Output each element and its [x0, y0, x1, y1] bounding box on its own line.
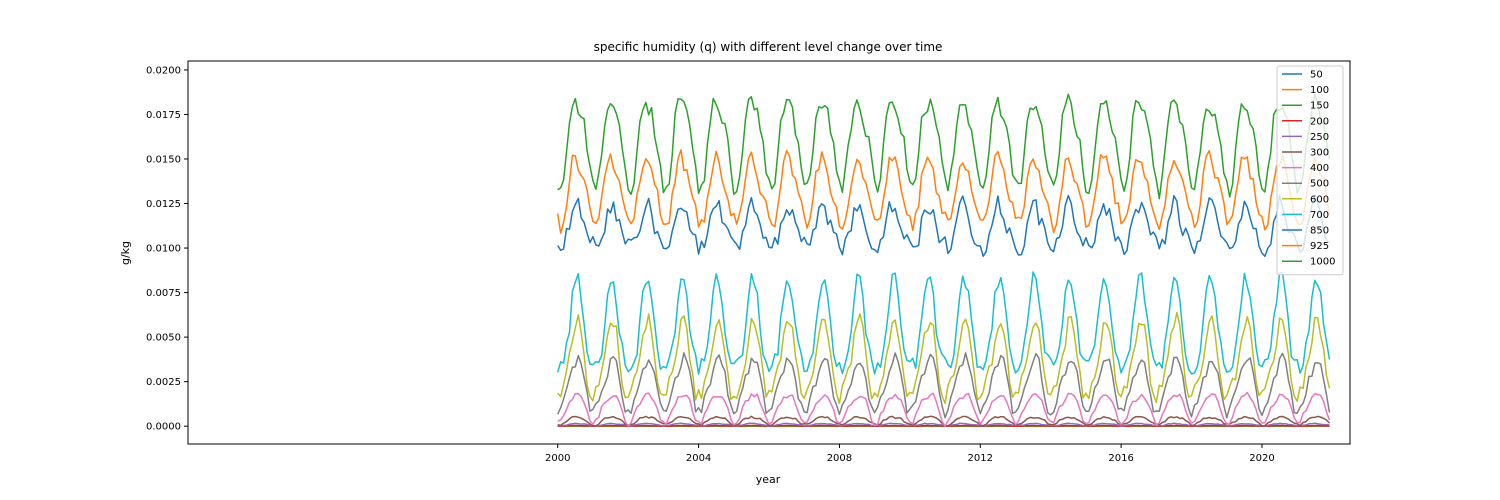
chart-title: specific humidity (q) with different lev… [594, 40, 943, 54]
legend-label: 400 [1310, 163, 1329, 174]
x-tick-label: 2012 [968, 453, 993, 464]
legend-label: 100 [1310, 85, 1329, 96]
legend-label: 500 [1310, 179, 1329, 190]
legend: 50 100 150 200 250 300 400 500 600 700 850 925 1000 [1276, 65, 1344, 276]
legend-label: 700 [1310, 210, 1329, 221]
legend-label: 150 [1310, 101, 1329, 112]
series-line-850 [557, 194, 1330, 258]
y-tick-label: 0.0175 [146, 110, 181, 121]
y-axis-label: g/kg [119, 241, 132, 265]
series-line-925 [556, 149, 1331, 234]
series-line-700 [556, 271, 1331, 375]
legend-label: 200 [1310, 116, 1329, 127]
x-tick-label: 2020 [1249, 453, 1274, 464]
x-tick-label: 2004 [686, 453, 711, 464]
x-axis-label: year [756, 473, 781, 486]
legend-label: 850 [1310, 226, 1329, 237]
y-axis: 0.0000 0.0025 0.0050 0.0075 0.0100 0.0125 0.01… [146, 65, 188, 433]
series-line-1000 [557, 93, 1331, 200]
y-tick-label: 0.0200 [146, 65, 181, 76]
x-axis: 2000 2004 2008 2012 2016 2020 [545, 444, 1275, 464]
series-line-600 [557, 311, 1331, 405]
y-tick-label: 0.0000 [146, 422, 181, 433]
y-tick-label: 0.0025 [146, 377, 181, 388]
x-tick-label: 2016 [1108, 453, 1133, 464]
x-tick-label: 2008 [827, 453, 852, 464]
x-tick-label: 2000 [545, 453, 570, 464]
y-tick-label: 0.0100 [146, 244, 181, 255]
y-tick-label: 0.0075 [146, 288, 181, 299]
legend-label: 250 [1310, 132, 1329, 143]
y-tick-label: 0.0125 [146, 199, 181, 210]
series-line-500 [557, 352, 1331, 419]
legend-label: 300 [1310, 148, 1329, 159]
plot-frame [187, 60, 1351, 445]
series-layer [556, 93, 1331, 427]
legend-label: 600 [1310, 194, 1329, 205]
legend-box [1276, 65, 1344, 276]
series-line-400 [557, 391, 1331, 427]
legend-label: 925 [1310, 241, 1329, 252]
y-tick-label: 0.0150 [146, 154, 181, 165]
legend-label: 50 [1310, 70, 1323, 81]
y-tick-label: 0.0050 [146, 333, 181, 344]
legend-label: 1000 [1310, 257, 1335, 268]
